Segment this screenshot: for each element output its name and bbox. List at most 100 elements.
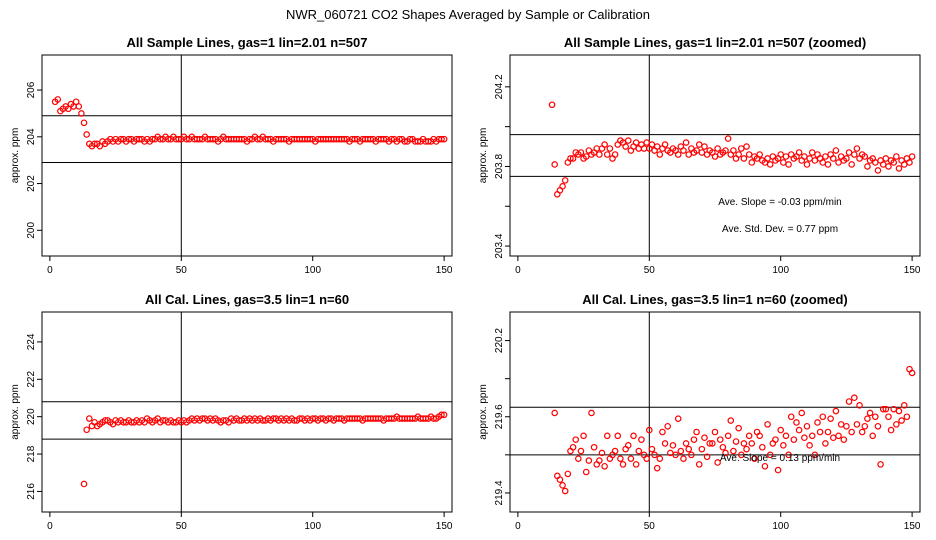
y-axis-label: approx. ppm (478, 384, 489, 440)
data-point (882, 155, 890, 162)
x-tick-label: 100 (772, 265, 789, 276)
data-point (900, 402, 908, 409)
data-point (593, 145, 601, 152)
data-point (632, 461, 640, 468)
data-point (706, 440, 714, 447)
data-point (380, 135, 387, 143)
data-point (711, 428, 719, 436)
plot-frame (41, 54, 453, 257)
data-point (438, 411, 445, 419)
data-point (714, 145, 721, 152)
data-point (406, 135, 414, 143)
data-points (80, 411, 448, 488)
data-point (737, 145, 745, 152)
data-point (777, 426, 785, 434)
data-point (653, 143, 661, 150)
plot-frame (41, 311, 453, 513)
data-point (80, 119, 88, 127)
x-tick-label: 150 (436, 521, 453, 532)
y-tick-label: 216 (26, 483, 37, 500)
data-point (627, 455, 635, 462)
data-point (693, 428, 700, 436)
data-point (585, 457, 593, 464)
data-point (196, 135, 203, 143)
data-point (643, 139, 650, 146)
data-point (643, 455, 650, 462)
data-point (682, 139, 690, 146)
data-point (808, 149, 816, 156)
stat-annotation: Ave. Std. Dev. = 0.77 ppm (722, 224, 838, 235)
data-point (569, 443, 577, 451)
plot-frame (509, 311, 921, 513)
data-point (748, 440, 756, 447)
data-point (551, 409, 558, 417)
data-point (740, 440, 748, 447)
data-points (548, 101, 916, 198)
data-point (125, 135, 133, 143)
data-point (624, 442, 632, 449)
data-point (832, 407, 840, 415)
y-tick-label: 206 (26, 81, 37, 98)
data-point (811, 157, 819, 164)
data-point (727, 417, 735, 424)
data-point (638, 436, 645, 443)
data-point (630, 432, 637, 440)
data-point (351, 135, 359, 143)
x-tick-label: 0 (515, 521, 521, 532)
data-point (656, 151, 664, 158)
data-point (893, 153, 900, 160)
data-point (898, 417, 905, 424)
data-point (808, 432, 816, 440)
data-point (882, 405, 890, 413)
data-point (756, 432, 763, 440)
data-point (761, 462, 769, 470)
data-point (582, 468, 590, 476)
data-point (853, 145, 861, 152)
data-point (80, 480, 88, 488)
data-point (785, 161, 792, 168)
data-point (772, 436, 779, 443)
panel-grid: All Sample Lines, gas=1 lin=2.01 n=507 0 5… (10, 35, 921, 532)
data-point (790, 436, 798, 443)
data-point (908, 369, 916, 377)
y-tick-label: 204.2 (494, 74, 505, 99)
data-point (861, 422, 869, 430)
data-point (656, 455, 664, 462)
data-point (664, 422, 671, 430)
data-point (887, 426, 895, 434)
data-point (680, 147, 687, 154)
data-point (874, 422, 882, 430)
y-tick-label: 202 (26, 175, 37, 192)
stat-annotation: Ave. Slope = 0.13 ppm/min (720, 453, 840, 464)
data-point (850, 394, 858, 402)
y-tick-label: 219.6 (494, 404, 505, 429)
data-point (414, 138, 422, 145)
data-point (908, 153, 916, 160)
data-point (900, 161, 908, 168)
data-point (209, 135, 217, 143)
data-point (864, 163, 871, 170)
data-point (714, 459, 721, 466)
data-point (843, 155, 850, 162)
data-point (890, 159, 898, 166)
data-point (764, 421, 771, 428)
data-point (837, 421, 845, 428)
data-point (824, 428, 832, 436)
data-point (690, 436, 698, 443)
data-point (766, 161, 774, 168)
data-point (737, 451, 745, 459)
data-point (603, 151, 611, 158)
data-point (903, 413, 911, 421)
data-point (848, 161, 855, 168)
data-points (51, 96, 448, 150)
data-point (91, 140, 98, 148)
data-point (735, 424, 742, 432)
data-point (601, 141, 608, 148)
data-point (780, 442, 787, 449)
panel-title: All Cal. Lines, gas=3.5 lin=1 n=60 (zoom… (582, 292, 848, 307)
data-point (835, 432, 842, 440)
x-tick-label: 100 (304, 265, 321, 276)
data-point (864, 415, 871, 422)
data-point (801, 434, 808, 442)
data-point (698, 149, 706, 156)
